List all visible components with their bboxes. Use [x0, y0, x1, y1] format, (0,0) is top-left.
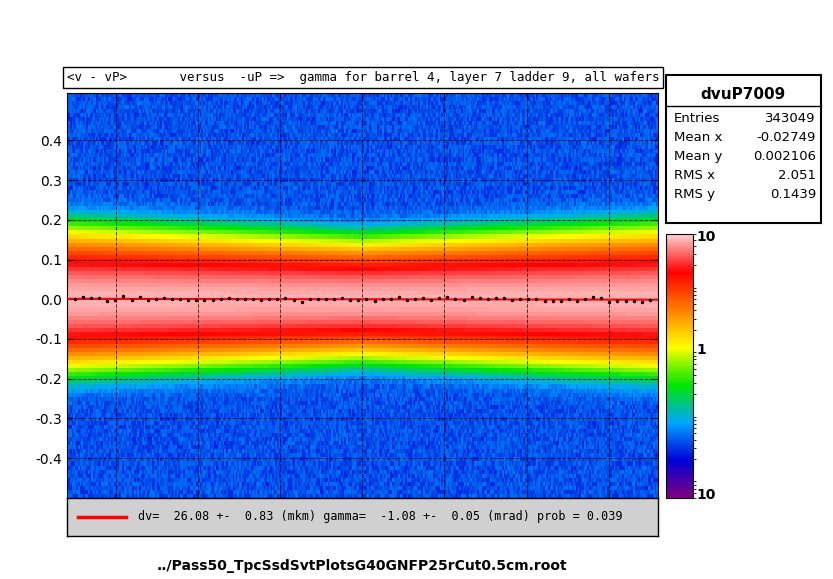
Text: 10: 10: [696, 230, 716, 244]
Text: ../Pass50_TpcSsdSvtPlotsG40GNFP25rCut0.5cm.root: ../Pass50_TpcSsdSvtPlotsG40GNFP25rCut0.5…: [157, 559, 567, 573]
Text: RMS y: RMS y: [674, 188, 715, 201]
Text: 2.051: 2.051: [778, 169, 816, 182]
Text: RMS x: RMS x: [674, 169, 715, 182]
Text: 0.002106: 0.002106: [753, 150, 816, 163]
Text: 10: 10: [696, 488, 716, 502]
Text: dvuP7009: dvuP7009: [701, 87, 786, 102]
Text: Mean y: Mean y: [674, 150, 722, 163]
Text: dv=  26.08 +-  0.83 (mkm) gamma=  -1.08 +-  0.05 (mrad) prob = 0.039: dv= 26.08 +- 0.83 (mkm) gamma= -1.08 +- …: [137, 510, 622, 523]
Text: 1: 1: [696, 343, 706, 357]
Text: Entries: Entries: [674, 112, 721, 124]
Text: -0.02749: -0.02749: [756, 131, 816, 144]
Text: <v - vP>       versus  -uP =>  gamma for barrel 4, layer 7 ladder 9, all wafers: <v - vP> versus -uP => gamma for barrel …: [67, 71, 659, 84]
Text: Mean x: Mean x: [674, 131, 722, 144]
Text: 0.1439: 0.1439: [770, 188, 816, 201]
Text: 343049: 343049: [766, 112, 816, 124]
